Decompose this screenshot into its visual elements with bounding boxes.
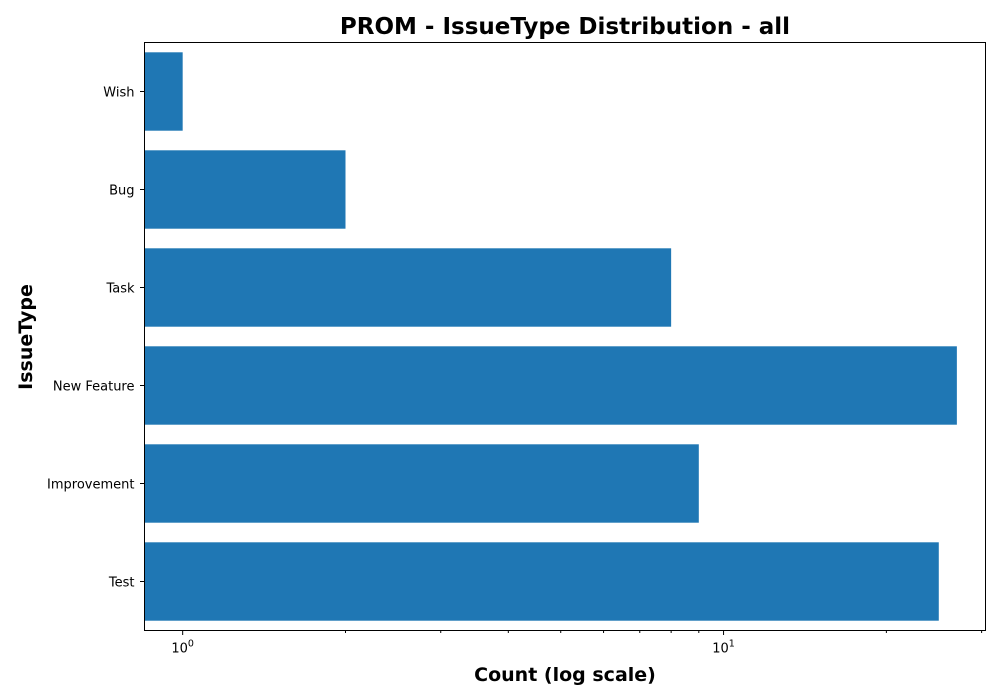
- bar-new-feature: [144, 346, 957, 425]
- bar-bug: [144, 150, 346, 229]
- bar-test: [144, 542, 939, 621]
- bar-wish: [144, 52, 183, 131]
- y-tick-label-task: Task: [105, 282, 135, 297]
- chart-title: PROM - IssueType Distribution - all: [340, 14, 790, 40]
- bar-improvement: [144, 444, 699, 523]
- y-tick-label-test: Test: [108, 576, 135, 591]
- plot-frame: [144, 42, 986, 631]
- y-tick-label-bug: Bug: [109, 184, 134, 199]
- x-tick-label: 100: [171, 639, 194, 657]
- y-tick-label-new-feature: New Feature: [53, 380, 135, 395]
- y-tick-label-improvement: Improvement: [47, 478, 134, 493]
- x-axis-label: Count (log scale): [474, 664, 656, 686]
- x-tick-label: 101: [712, 639, 735, 657]
- y-axis: Wish Bug Task New Feature Improvement Test: [47, 86, 145, 591]
- y-axis-label: IssueType: [15, 284, 37, 390]
- x-axis: 100 101: [171, 630, 983, 657]
- bars-group: [144, 52, 957, 621]
- bar-task: [144, 248, 672, 327]
- y-tick-label-wish: Wish: [103, 86, 134, 101]
